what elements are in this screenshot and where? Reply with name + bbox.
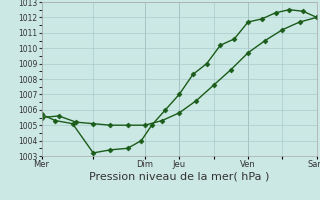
X-axis label: Pression niveau de la mer( hPa ): Pression niveau de la mer( hPa ) <box>89 172 269 182</box>
